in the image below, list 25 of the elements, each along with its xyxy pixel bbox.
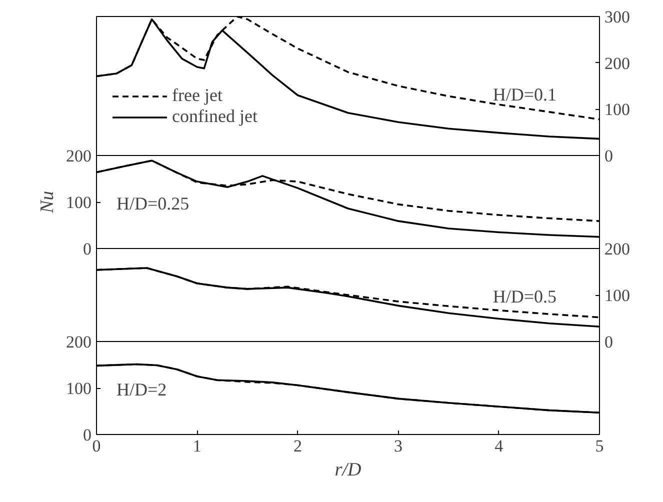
y-tick-label: 100 — [66, 193, 92, 212]
x-tick-label: 5 — [595, 436, 604, 456]
y2-tick-label: 200 — [604, 240, 630, 258]
y2-tick-label: 100 — [604, 286, 630, 305]
y-tick-label: 100 — [66, 379, 92, 398]
annotation: H/D=0.25 — [116, 194, 190, 214]
annotation: H/D=2 — [116, 380, 167, 400]
y2-tick-label: 0 — [604, 332, 613, 352]
x-tick-label: 2 — [293, 436, 302, 456]
y-tick-label: 200 — [66, 146, 92, 166]
x-axis-title: r/D — [334, 460, 362, 480]
y-tick-label: 200 — [66, 332, 92, 352]
x-tick-label: 1 — [192, 436, 202, 456]
legend-label: confined jet — [172, 106, 258, 127]
y2-tick-label: 300 — [604, 8, 630, 26]
legend-label: free jet — [172, 85, 222, 106]
y2-tick-label: 0 — [604, 146, 613, 166]
y-axis-title: Nu — [37, 190, 58, 214]
y-tick-label: 0 — [83, 240, 92, 258]
y2-tick-label: 100 — [604, 100, 630, 120]
y2-tick-label: 200 — [604, 54, 630, 73]
annotation: H/D=0.5 — [492, 286, 557, 306]
annotation: H/D=0.1 — [492, 84, 557, 104]
x-tick-label: 3 — [394, 436, 403, 456]
x-tick-label: 4 — [494, 436, 504, 456]
